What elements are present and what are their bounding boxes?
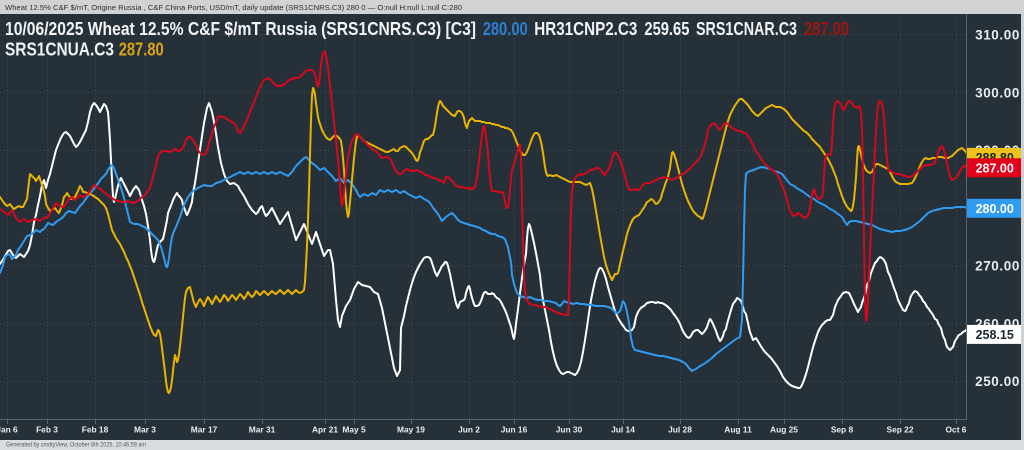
svg-text:280.00: 280.00 — [483, 19, 528, 39]
svg-text:259.65: 259.65 — [644, 19, 689, 39]
svg-text:Jul 28: Jul 28 — [668, 425, 692, 435]
svg-text:258.15: 258.15 — [976, 328, 1014, 342]
svg-text:Jun 2: Jun 2 — [458, 425, 480, 435]
svg-text:310.00: 310.00 — [975, 28, 1020, 43]
svg-text:287.00: 287.00 — [804, 19, 849, 39]
svg-text:Aug 11: Aug 11 — [724, 425, 752, 435]
svg-text:Jul 14: Jul 14 — [611, 425, 635, 435]
svg-text:287.00: 287.00 — [976, 161, 1014, 175]
svg-text:10/06/2025 Wheat 12.5% C&F $/m: 10/06/2025 Wheat 12.5% C&F $/mT Russia (… — [5, 19, 476, 39]
svg-text:Jan 6: Jan 6 — [0, 425, 18, 435]
svg-text:Apr 21: Apr 21 — [312, 425, 338, 435]
svg-text:Generated by cmdtyView, Octobe: Generated by cmdtyView, October 8th 2025… — [6, 442, 146, 449]
svg-text:Jun 16: Jun 16 — [501, 425, 528, 435]
svg-text:Oct 6: Oct 6 — [946, 425, 967, 435]
svg-text:Mar 3: Mar 3 — [134, 425, 156, 435]
svg-text:SRS1CNAR.C3: SRS1CNAR.C3 — [696, 19, 797, 39]
svg-text:250.00: 250.00 — [975, 374, 1020, 389]
svg-text:Jun 30: Jun 30 — [556, 425, 583, 435]
svg-text:Feb 18: Feb 18 — [82, 425, 109, 435]
svg-text:300.00: 300.00 — [975, 86, 1020, 101]
svg-text:May 5: May 5 — [342, 425, 366, 435]
svg-text:Mar 17: Mar 17 — [191, 425, 218, 435]
svg-text:Sep 8: Sep 8 — [831, 425, 854, 435]
svg-text:SRS1CNUA.C3: SRS1CNUA.C3 — [5, 40, 114, 60]
svg-text:May 19: May 19 — [397, 425, 425, 435]
svg-text:Wheat 12.5% C&F $/mT, Origine: Wheat 12.5% C&F $/mT, Origine Russia , C… — [5, 3, 462, 12]
svg-text:Feb 3: Feb 3 — [36, 425, 58, 435]
svg-text:Aug 25: Aug 25 — [770, 425, 798, 435]
svg-text:Mar 31: Mar 31 — [249, 425, 276, 435]
svg-text:270.00: 270.00 — [975, 259, 1020, 274]
svg-text:Sep 22: Sep 22 — [886, 425, 913, 435]
svg-text:287.80: 287.80 — [119, 40, 164, 60]
svg-text:HR31CNP2.C3: HR31CNP2.C3 — [534, 19, 637, 39]
svg-text:280.00: 280.00 — [976, 202, 1014, 216]
